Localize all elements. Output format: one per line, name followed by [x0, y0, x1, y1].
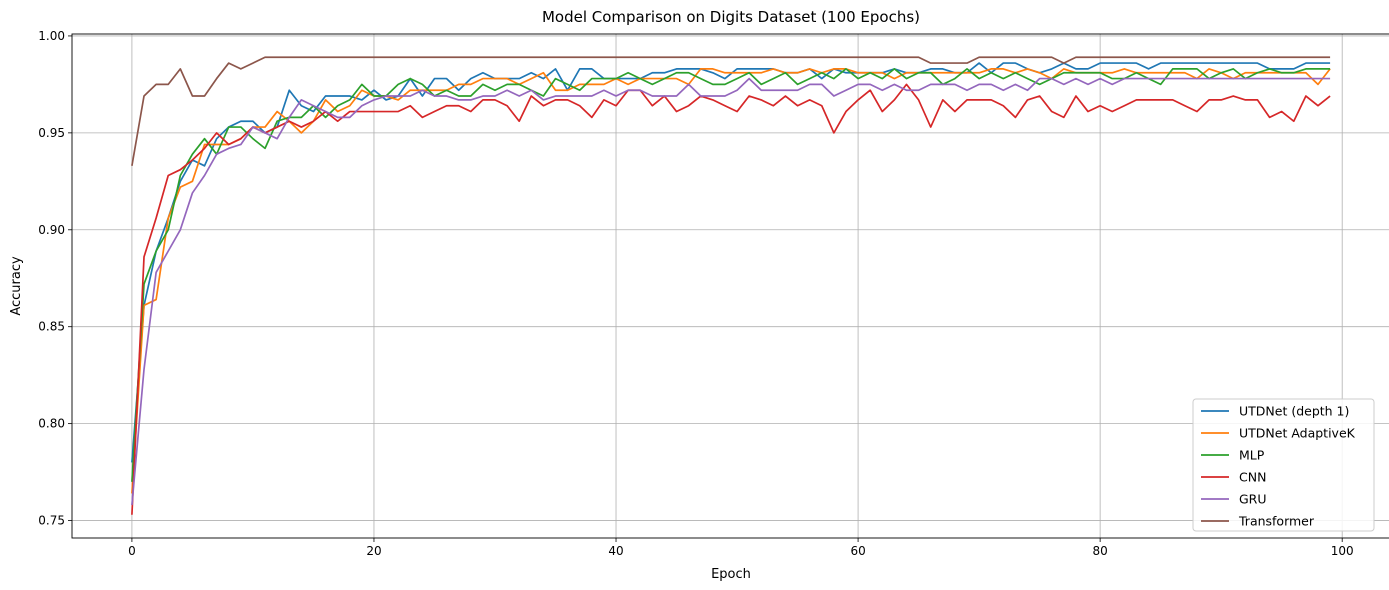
legend-label: Transformer: [1238, 514, 1315, 529]
x-tick-label: 0: [128, 544, 136, 558]
y-axis-title: Accuracy: [9, 256, 24, 316]
y-tick-label: 0.80: [38, 417, 65, 431]
y-tick-label: 0.85: [38, 320, 65, 334]
legend-label: UTDNet AdaptiveK: [1239, 426, 1356, 441]
x-tick-label: 100: [1331, 544, 1354, 558]
x-tick-label: 20: [366, 544, 381, 558]
series-line-transformer: [131, 56, 1331, 166]
y-tick-label: 0.95: [38, 126, 65, 140]
series-lines: [131, 56, 1331, 515]
plot-frame: [71, 33, 1389, 539]
gridlines: [72, 34, 1389, 538]
series-line-gru: [131, 77, 1331, 506]
x-tick-label: 40: [608, 544, 623, 558]
y-tick-label: 0.90: [38, 223, 65, 237]
x-tick-label: 60: [850, 544, 865, 558]
y-tick-label: 0.75: [38, 514, 65, 528]
chart-title: Model Comparison on Digits Dataset (100 …: [542, 8, 920, 26]
legend-label: CNN: [1239, 470, 1266, 485]
legend-box: [1192, 398, 1375, 532]
legend-label: GRU: [1239, 492, 1267, 507]
x-axis-title: Epoch: [711, 567, 751, 582]
legend: UTDNet (depth 1) UTDNet AdaptiveK MLP CNN GR…: [1192, 398, 1375, 532]
series-line-mlp: [131, 68, 1331, 482]
axis-ticks: 0 20 40 60 80 100 0.75 0.80 0.85 0.90 0.95 1.00: [38, 29, 1353, 558]
legend-label: UTDNet (depth 1): [1239, 404, 1349, 419]
series-line-cnn: [131, 83, 1331, 515]
series-line-utdnet-adaptivek: [131, 68, 1331, 494]
x-tick-label: 80: [1092, 544, 1107, 558]
y-tick-label: 1.00: [38, 29, 65, 43]
series-line-utdnet-depth-1: [131, 62, 1331, 463]
legend-label: MLP: [1239, 448, 1265, 463]
